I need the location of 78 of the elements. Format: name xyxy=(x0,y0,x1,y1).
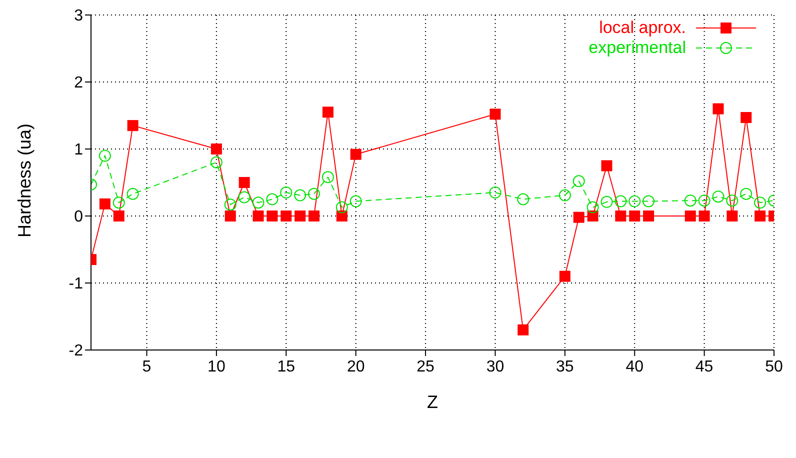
point xyxy=(280,210,292,222)
point xyxy=(573,212,584,223)
x-tick-label: 10 xyxy=(208,358,226,376)
x-tick-label: 15 xyxy=(277,358,296,376)
point xyxy=(490,108,501,120)
point xyxy=(726,210,738,222)
point xyxy=(127,120,138,132)
point xyxy=(252,196,264,209)
point xyxy=(224,198,236,211)
point xyxy=(308,188,320,200)
point xyxy=(754,210,766,222)
point xyxy=(350,148,362,160)
point xyxy=(698,194,710,207)
point xyxy=(558,189,571,202)
point xyxy=(572,175,585,188)
x-tick-label: 35 xyxy=(556,358,574,376)
point xyxy=(559,270,570,282)
point xyxy=(684,194,696,207)
point xyxy=(350,195,362,208)
y-tick-label: 0 xyxy=(74,208,84,226)
point xyxy=(322,106,334,118)
x-tick-label: 50 xyxy=(765,358,783,376)
point xyxy=(224,210,236,222)
point xyxy=(740,188,752,200)
point xyxy=(126,188,139,200)
point xyxy=(587,210,598,222)
point xyxy=(600,196,613,208)
point xyxy=(518,324,529,336)
y-tick-label: 3 xyxy=(74,8,84,25)
point xyxy=(266,210,278,222)
y-axis-title: Hardness (ua) xyxy=(14,123,34,238)
point xyxy=(517,193,530,206)
point xyxy=(684,210,696,222)
point xyxy=(642,195,655,208)
point xyxy=(112,196,125,209)
point xyxy=(210,156,222,168)
point xyxy=(614,195,627,208)
x-tick-label: 45 xyxy=(695,358,714,376)
legend-label: local aprox. xyxy=(599,18,686,38)
point xyxy=(99,198,110,210)
x-tick-label: 20 xyxy=(346,358,365,376)
point xyxy=(238,177,250,188)
point xyxy=(210,144,222,154)
y-tick-label: 1 xyxy=(74,142,84,159)
x-tick-label: 25 xyxy=(416,358,435,376)
x-tick-label: 40 xyxy=(626,358,644,376)
point xyxy=(113,210,124,222)
point xyxy=(712,190,724,203)
point xyxy=(322,171,334,184)
point xyxy=(294,189,306,202)
x-axis-title: Z xyxy=(427,392,438,412)
point xyxy=(615,210,626,222)
point xyxy=(643,210,654,222)
point xyxy=(754,196,766,209)
point xyxy=(698,210,710,222)
y-tick-label: -2 xyxy=(68,342,84,360)
point xyxy=(489,186,502,199)
x-tick-label: 5 xyxy=(142,358,152,376)
point xyxy=(266,193,278,206)
y-tick-label: -1 xyxy=(68,276,84,293)
point xyxy=(712,103,724,114)
point xyxy=(294,210,306,222)
point xyxy=(336,201,348,214)
point xyxy=(601,160,612,172)
point xyxy=(238,191,250,204)
point xyxy=(586,201,599,214)
point xyxy=(280,186,292,199)
point xyxy=(308,210,320,222)
legend-label: experimental xyxy=(588,38,686,58)
point xyxy=(628,195,641,208)
point xyxy=(98,150,111,162)
point xyxy=(740,112,752,124)
point xyxy=(726,194,738,207)
y-tick-label: 2 xyxy=(74,74,84,92)
point xyxy=(252,210,264,222)
x-tick-label: 30 xyxy=(486,358,504,376)
point xyxy=(629,210,640,222)
point xyxy=(336,210,348,222)
